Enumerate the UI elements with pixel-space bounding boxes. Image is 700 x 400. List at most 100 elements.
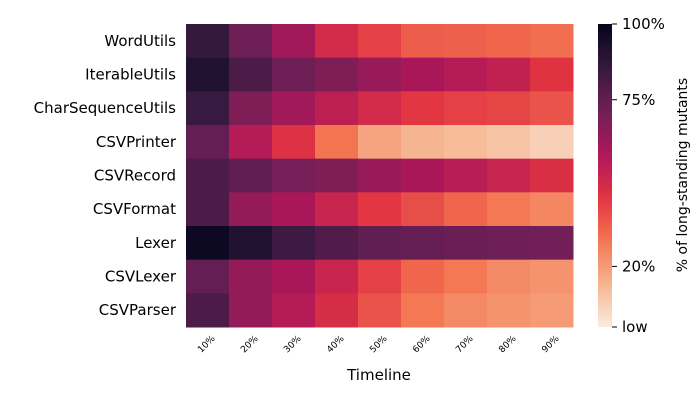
heatmap-cell [487, 57, 531, 92]
heatmap-cell [186, 226, 230, 261]
heatmap-cell [358, 24, 402, 59]
column-tick-label: 90% [540, 334, 562, 356]
heatmap-cell [530, 24, 574, 59]
heatmap-cell [358, 192, 402, 227]
row-label: CSVLexer [105, 268, 177, 286]
heatmap-cell [530, 158, 574, 193]
heatmap-cell [401, 91, 445, 126]
heatmap-cell [358, 125, 402, 160]
heatmap-cell [229, 125, 273, 160]
heatmap-cell [444, 91, 488, 126]
column-tick-label: 20% [239, 334, 261, 356]
heatmap-cell [186, 57, 230, 92]
heatmap-cell [186, 192, 230, 227]
heatmap-cell [315, 192, 359, 227]
heatmap-cell [358, 91, 402, 126]
heatmap-cell [272, 158, 316, 193]
row-label: CharSequenceUtils [34, 99, 177, 117]
heatmap-cell [444, 125, 488, 160]
heatmap-cell [401, 226, 445, 261]
heatmap-cell [315, 24, 359, 59]
row-label: IterableUtils [85, 66, 176, 84]
heatmap-cell [315, 125, 359, 160]
colorbar-label: % of long-standing mutants [675, 78, 691, 272]
heatmap-cell [229, 91, 273, 126]
column-tick-label: 40% [325, 334, 347, 356]
heatmap-cell [358, 57, 402, 92]
heatmap-cell [186, 125, 230, 160]
heatmap-cell [444, 57, 488, 92]
heatmap-cells [186, 24, 574, 328]
heatmap-cell [358, 226, 402, 261]
heatmap-cell [401, 57, 445, 92]
heatmap-cell [444, 293, 488, 328]
x-axis-label: Timeline [346, 366, 411, 384]
heatmap-cell [315, 293, 359, 328]
heatmap-cell [229, 24, 273, 59]
colorbar-tick-label: low [622, 318, 648, 336]
heatmap-cell [401, 24, 445, 59]
heatmap-cell [186, 259, 230, 294]
heatmap-cell [444, 226, 488, 261]
heatmap-cell [401, 125, 445, 160]
heatmap-cell [487, 125, 531, 160]
heatmap-cell [229, 158, 273, 193]
row-label: CSVFormat [93, 200, 176, 218]
column-tick-label: 30% [282, 334, 304, 356]
heatmap-cell [272, 192, 316, 227]
heatmap-cell [186, 293, 230, 328]
heatmap-cell [530, 293, 574, 328]
heatmap-cell [315, 259, 359, 294]
heatmap-cell [272, 259, 316, 294]
heatmap-cell [186, 91, 230, 126]
row-label: WordUtils [104, 32, 176, 50]
colorbar-tick-label: 75% [622, 91, 655, 109]
heatmap-cell [487, 259, 531, 294]
heatmap-cell [186, 158, 230, 193]
row-label: CSVParser [99, 301, 177, 319]
heatmap-cell [487, 158, 531, 193]
heatmap-cell [272, 57, 316, 92]
heatmap-cell [530, 192, 574, 227]
heatmap-cell [487, 24, 531, 59]
column-tick-label: 80% [497, 334, 519, 356]
heatmap-cell [401, 158, 445, 193]
column-tick-label: 50% [368, 334, 390, 356]
heatmap-cell [315, 158, 359, 193]
heatmap-cell [229, 57, 273, 92]
heatmap-cell [358, 259, 402, 294]
heatmap-cell [272, 226, 316, 261]
heatmap-cell [229, 259, 273, 294]
heatmap-cell [487, 91, 531, 126]
heatmap-cell [487, 226, 531, 261]
heatmap-cell [229, 192, 273, 227]
heatmap-cell [229, 293, 273, 328]
heatmap-cell [272, 91, 316, 126]
heatmap-cell [530, 259, 574, 294]
column-tick-label: 60% [411, 334, 433, 356]
column-tick-label: 70% [454, 334, 476, 356]
heatmap-cell [315, 226, 359, 261]
heatmap-cell [229, 226, 273, 261]
colorbar [598, 24, 612, 327]
column-tick-labels: 10% 20% 30% 40% 50% 60% 70% 80% 90% [196, 334, 562, 356]
heatmap-cell [401, 192, 445, 227]
row-label: Lexer [135, 234, 177, 252]
heatmap-cell [315, 57, 359, 92]
heatmap-cell [444, 24, 488, 59]
heatmap-cell [272, 293, 316, 328]
heatmap-cell [272, 125, 316, 160]
heatmap-cell [444, 158, 488, 193]
row-label: CSVRecord [94, 167, 176, 185]
heatmap-cell [530, 125, 574, 160]
heatmap-cell [444, 192, 488, 227]
heatmap-cell [186, 24, 230, 59]
heatmap-cell [530, 57, 574, 92]
column-tick-label: 10% [196, 334, 218, 356]
heatmap-cell [401, 259, 445, 294]
heatmap-cell [358, 158, 402, 193]
colorbar-ticks: 100% 75% 20% low [612, 15, 665, 336]
heatmap-cell [358, 293, 402, 328]
heatmap-cell [272, 24, 316, 59]
